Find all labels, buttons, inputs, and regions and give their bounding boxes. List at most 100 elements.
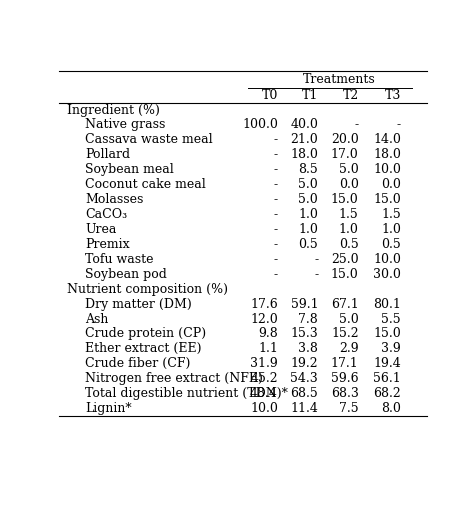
Text: -: - — [314, 268, 318, 281]
Text: T2: T2 — [342, 89, 359, 102]
Text: Tofu waste: Tofu waste — [85, 253, 154, 266]
Text: 19.2: 19.2 — [291, 357, 318, 370]
Text: T3: T3 — [384, 89, 401, 102]
Text: Urea: Urea — [85, 223, 116, 236]
Text: Ash: Ash — [85, 313, 109, 325]
Text: 54.3: 54.3 — [291, 372, 318, 385]
Text: -: - — [273, 148, 278, 161]
Text: -: - — [273, 134, 278, 146]
Text: 17.6: 17.6 — [250, 298, 278, 311]
Text: -: - — [273, 268, 278, 281]
Text: 31.9: 31.9 — [250, 357, 278, 370]
Text: 1.5: 1.5 — [339, 208, 359, 221]
Text: 18.0: 18.0 — [373, 148, 401, 161]
Text: 59.1: 59.1 — [291, 298, 318, 311]
Text: 5.0: 5.0 — [339, 313, 359, 325]
Text: 15.2: 15.2 — [331, 328, 359, 341]
Text: 14.0: 14.0 — [373, 134, 401, 146]
Text: Premix: Premix — [85, 238, 129, 251]
Text: 8.0: 8.0 — [381, 402, 401, 415]
Text: 0.5: 0.5 — [339, 238, 359, 251]
Text: 59.6: 59.6 — [331, 372, 359, 385]
Text: Pollard: Pollard — [85, 148, 130, 161]
Text: 68.3: 68.3 — [331, 387, 359, 400]
Text: Coconut cake meal: Coconut cake meal — [85, 178, 206, 191]
Text: 5.0: 5.0 — [299, 193, 318, 206]
Text: 15.0: 15.0 — [331, 268, 359, 281]
Text: -: - — [273, 223, 278, 236]
Text: 5.0: 5.0 — [339, 163, 359, 176]
Text: -: - — [273, 253, 278, 266]
Text: 10.0: 10.0 — [250, 402, 278, 415]
Text: 48.4: 48.4 — [250, 387, 278, 400]
Text: -: - — [314, 253, 318, 266]
Text: T0: T0 — [262, 89, 278, 102]
Text: Lignin*: Lignin* — [85, 402, 132, 415]
Text: 20.0: 20.0 — [331, 134, 359, 146]
Text: 10.0: 10.0 — [373, 253, 401, 266]
Text: Crude protein (CP): Crude protein (CP) — [85, 328, 206, 341]
Text: 12.0: 12.0 — [250, 313, 278, 325]
Text: T1: T1 — [302, 89, 318, 102]
Text: Dry matter (DM): Dry matter (DM) — [85, 298, 191, 311]
Text: -: - — [273, 163, 278, 176]
Text: -: - — [273, 193, 278, 206]
Text: 0.0: 0.0 — [339, 178, 359, 191]
Text: Nitrogen free extract (NFE): Nitrogen free extract (NFE) — [85, 372, 263, 385]
Text: 17.0: 17.0 — [331, 148, 359, 161]
Text: 3.9: 3.9 — [381, 342, 401, 355]
Text: 8.5: 8.5 — [299, 163, 318, 176]
Text: 7.8: 7.8 — [299, 313, 318, 325]
Text: 10.0: 10.0 — [373, 163, 401, 176]
Text: 15.0: 15.0 — [373, 193, 401, 206]
Text: 15.0: 15.0 — [373, 328, 401, 341]
Text: 100.0: 100.0 — [242, 118, 278, 132]
Text: 68.2: 68.2 — [373, 387, 401, 400]
Text: Crude fiber (CF): Crude fiber (CF) — [85, 357, 191, 370]
Text: 1.0: 1.0 — [298, 223, 318, 236]
Text: 15.3: 15.3 — [291, 328, 318, 341]
Text: Native grass: Native grass — [85, 118, 165, 132]
Text: Molasses: Molasses — [85, 193, 143, 206]
Text: 9.8: 9.8 — [258, 328, 278, 341]
Text: Soybean meal: Soybean meal — [85, 163, 173, 176]
Text: Cassava waste meal: Cassava waste meal — [85, 134, 213, 146]
Text: 19.4: 19.4 — [373, 357, 401, 370]
Text: 3.8: 3.8 — [298, 342, 318, 355]
Text: -: - — [273, 208, 278, 221]
Text: Total digestible nutrient (TDN)*: Total digestible nutrient (TDN)* — [85, 387, 288, 400]
Text: 0.0: 0.0 — [381, 178, 401, 191]
Text: Treatments: Treatments — [303, 73, 376, 86]
Text: 1.0: 1.0 — [381, 223, 401, 236]
Text: -: - — [273, 238, 278, 251]
Text: 30.0: 30.0 — [373, 268, 401, 281]
Text: -: - — [273, 178, 278, 191]
Text: Ether extract (EE): Ether extract (EE) — [85, 342, 201, 355]
Text: CaCO₃: CaCO₃ — [85, 208, 127, 221]
Text: 1.0: 1.0 — [298, 208, 318, 221]
Text: 1.5: 1.5 — [381, 208, 401, 221]
Text: 56.1: 56.1 — [373, 372, 401, 385]
Text: -: - — [355, 118, 359, 132]
Text: Nutrient composition (%): Nutrient composition (%) — [66, 283, 228, 296]
Text: Ingredient (%): Ingredient (%) — [66, 104, 159, 116]
Text: 68.5: 68.5 — [291, 387, 318, 400]
Text: 11.4: 11.4 — [291, 402, 318, 415]
Text: 1.0: 1.0 — [339, 223, 359, 236]
Text: 67.1: 67.1 — [331, 298, 359, 311]
Text: 18.0: 18.0 — [291, 148, 318, 161]
Text: 5.0: 5.0 — [299, 178, 318, 191]
Text: 1.1: 1.1 — [258, 342, 278, 355]
Text: 15.0: 15.0 — [331, 193, 359, 206]
Text: 2.9: 2.9 — [339, 342, 359, 355]
Text: 25.0: 25.0 — [331, 253, 359, 266]
Text: 0.5: 0.5 — [299, 238, 318, 251]
Text: 45.2: 45.2 — [250, 372, 278, 385]
Text: 40.0: 40.0 — [291, 118, 318, 132]
Text: 17.1: 17.1 — [331, 357, 359, 370]
Text: 80.1: 80.1 — [373, 298, 401, 311]
Text: 21.0: 21.0 — [291, 134, 318, 146]
Text: 0.5: 0.5 — [381, 238, 401, 251]
Text: 7.5: 7.5 — [339, 402, 359, 415]
Text: -: - — [397, 118, 401, 132]
